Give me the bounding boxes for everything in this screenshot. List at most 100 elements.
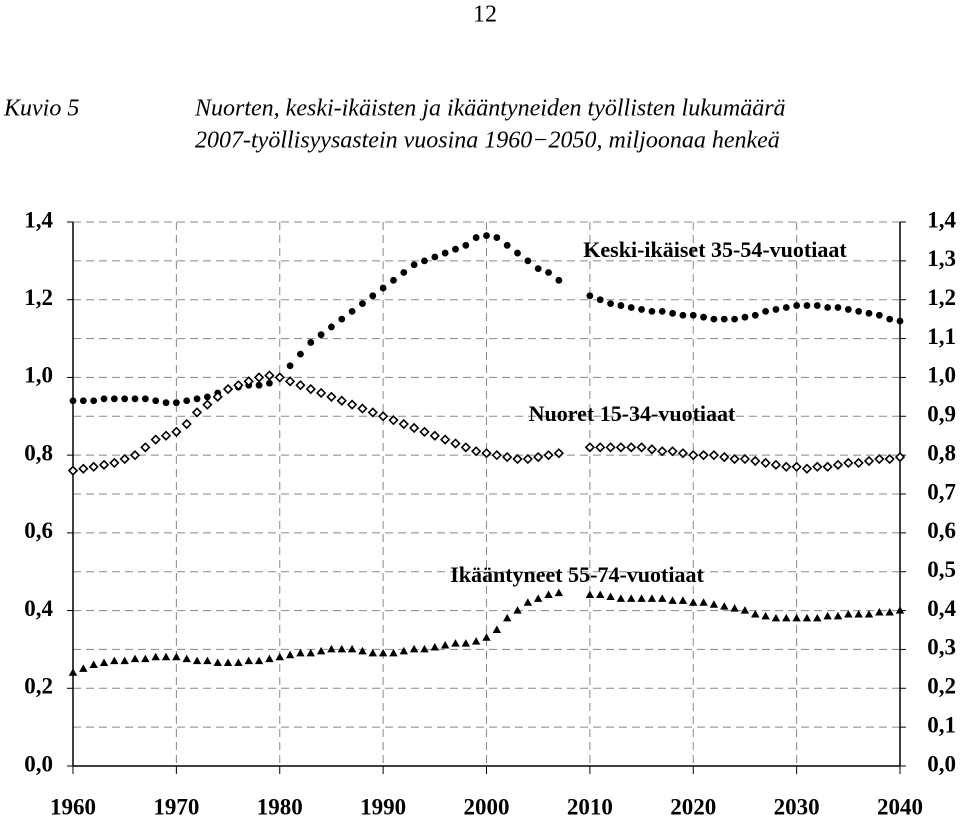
point <box>68 668 78 676</box>
point <box>140 442 151 453</box>
point <box>761 611 770 620</box>
point <box>781 461 792 472</box>
chart-subtitle: 2007-työllisyysastein vuosina 1960−2050,… <box>195 128 780 154</box>
point <box>399 646 408 655</box>
point <box>616 594 626 602</box>
point <box>315 387 327 399</box>
x-tick-label: 2000 <box>464 794 510 819</box>
point <box>544 590 553 599</box>
x-tick-label: 2010 <box>567 794 613 819</box>
point <box>813 613 822 622</box>
x-tick-label: 2030 <box>774 794 820 819</box>
point <box>823 611 832 620</box>
x-tick-label: 2020 <box>670 794 716 819</box>
point <box>472 234 480 241</box>
point <box>431 253 439 261</box>
point <box>328 323 335 331</box>
point <box>307 339 315 346</box>
point <box>636 442 647 453</box>
point <box>677 448 689 459</box>
point <box>99 658 109 667</box>
point <box>523 598 533 606</box>
point <box>626 442 637 453</box>
point <box>265 654 274 663</box>
point <box>514 249 521 257</box>
point <box>348 307 356 315</box>
point <box>141 654 150 663</box>
point <box>617 302 625 309</box>
point <box>762 307 770 315</box>
point <box>709 600 719 608</box>
point <box>585 590 595 599</box>
point <box>875 608 884 616</box>
point <box>110 656 119 665</box>
point <box>822 461 833 472</box>
point <box>90 397 98 405</box>
point <box>720 602 729 610</box>
point <box>161 652 171 661</box>
point <box>89 660 98 668</box>
point <box>462 241 470 249</box>
point <box>420 644 429 653</box>
point <box>739 453 751 465</box>
point <box>606 592 615 600</box>
point <box>471 637 481 645</box>
y2-tick-label: 0,7 <box>927 479 956 504</box>
point <box>729 453 740 465</box>
point <box>792 613 801 622</box>
point <box>646 444 658 455</box>
point <box>347 644 357 653</box>
point <box>648 307 656 315</box>
point <box>150 434 161 445</box>
point <box>751 311 759 319</box>
y-tick-label: 0,6 <box>24 518 53 543</box>
point <box>750 455 761 467</box>
point <box>596 296 604 304</box>
point <box>855 307 863 315</box>
point <box>700 313 707 321</box>
point <box>275 652 284 661</box>
point <box>824 304 832 311</box>
point <box>896 317 904 325</box>
point <box>284 376 296 387</box>
point <box>119 453 130 465</box>
point <box>524 257 532 265</box>
point <box>410 261 418 269</box>
point <box>460 442 471 453</box>
point <box>886 315 894 323</box>
point <box>605 442 616 453</box>
point <box>688 450 699 461</box>
point <box>782 613 791 622</box>
point <box>358 646 367 655</box>
point <box>409 644 419 653</box>
point <box>481 448 492 459</box>
point <box>720 315 728 323</box>
point <box>513 606 522 614</box>
point <box>451 639 460 647</box>
point <box>647 594 657 602</box>
point <box>854 609 863 618</box>
y-tick-label: 0,0 <box>24 751 53 776</box>
point <box>803 302 811 309</box>
point <box>440 434 451 445</box>
point <box>191 407 203 418</box>
y-tick-label: 1,4 <box>24 207 53 232</box>
point <box>553 448 564 459</box>
point <box>719 451 730 463</box>
y2-tick-label: 1,2 <box>927 285 956 310</box>
y2-tick-label: 0,9 <box>927 402 956 427</box>
point <box>141 395 149 403</box>
point <box>233 380 244 391</box>
point <box>398 418 409 430</box>
point <box>802 613 812 622</box>
point <box>78 463 89 474</box>
point <box>533 451 544 463</box>
point <box>543 450 554 461</box>
point <box>367 407 378 418</box>
point <box>545 269 552 276</box>
point <box>812 461 823 472</box>
figure-label: Kuvio 5 <box>3 96 79 122</box>
y2-tick-label: 0,4 <box>927 596 956 621</box>
point <box>357 403 368 414</box>
point <box>212 391 223 402</box>
